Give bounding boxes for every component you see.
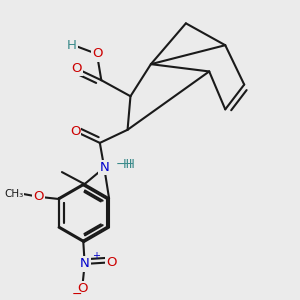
- Text: O: O: [33, 190, 44, 203]
- Text: O: O: [106, 256, 117, 269]
- Text: CH₃: CH₃: [4, 189, 24, 199]
- Text: O: O: [77, 282, 88, 295]
- Text: +: +: [92, 251, 100, 261]
- Text: O: O: [71, 62, 82, 75]
- Text: H: H: [123, 158, 132, 171]
- Text: H: H: [67, 39, 77, 52]
- Text: N: N: [99, 161, 109, 174]
- Text: −: −: [72, 287, 83, 300]
- Text: O: O: [70, 125, 80, 138]
- Text: O: O: [92, 47, 103, 61]
- Text: N: N: [80, 257, 90, 270]
- Text: −H: −H: [116, 158, 136, 171]
